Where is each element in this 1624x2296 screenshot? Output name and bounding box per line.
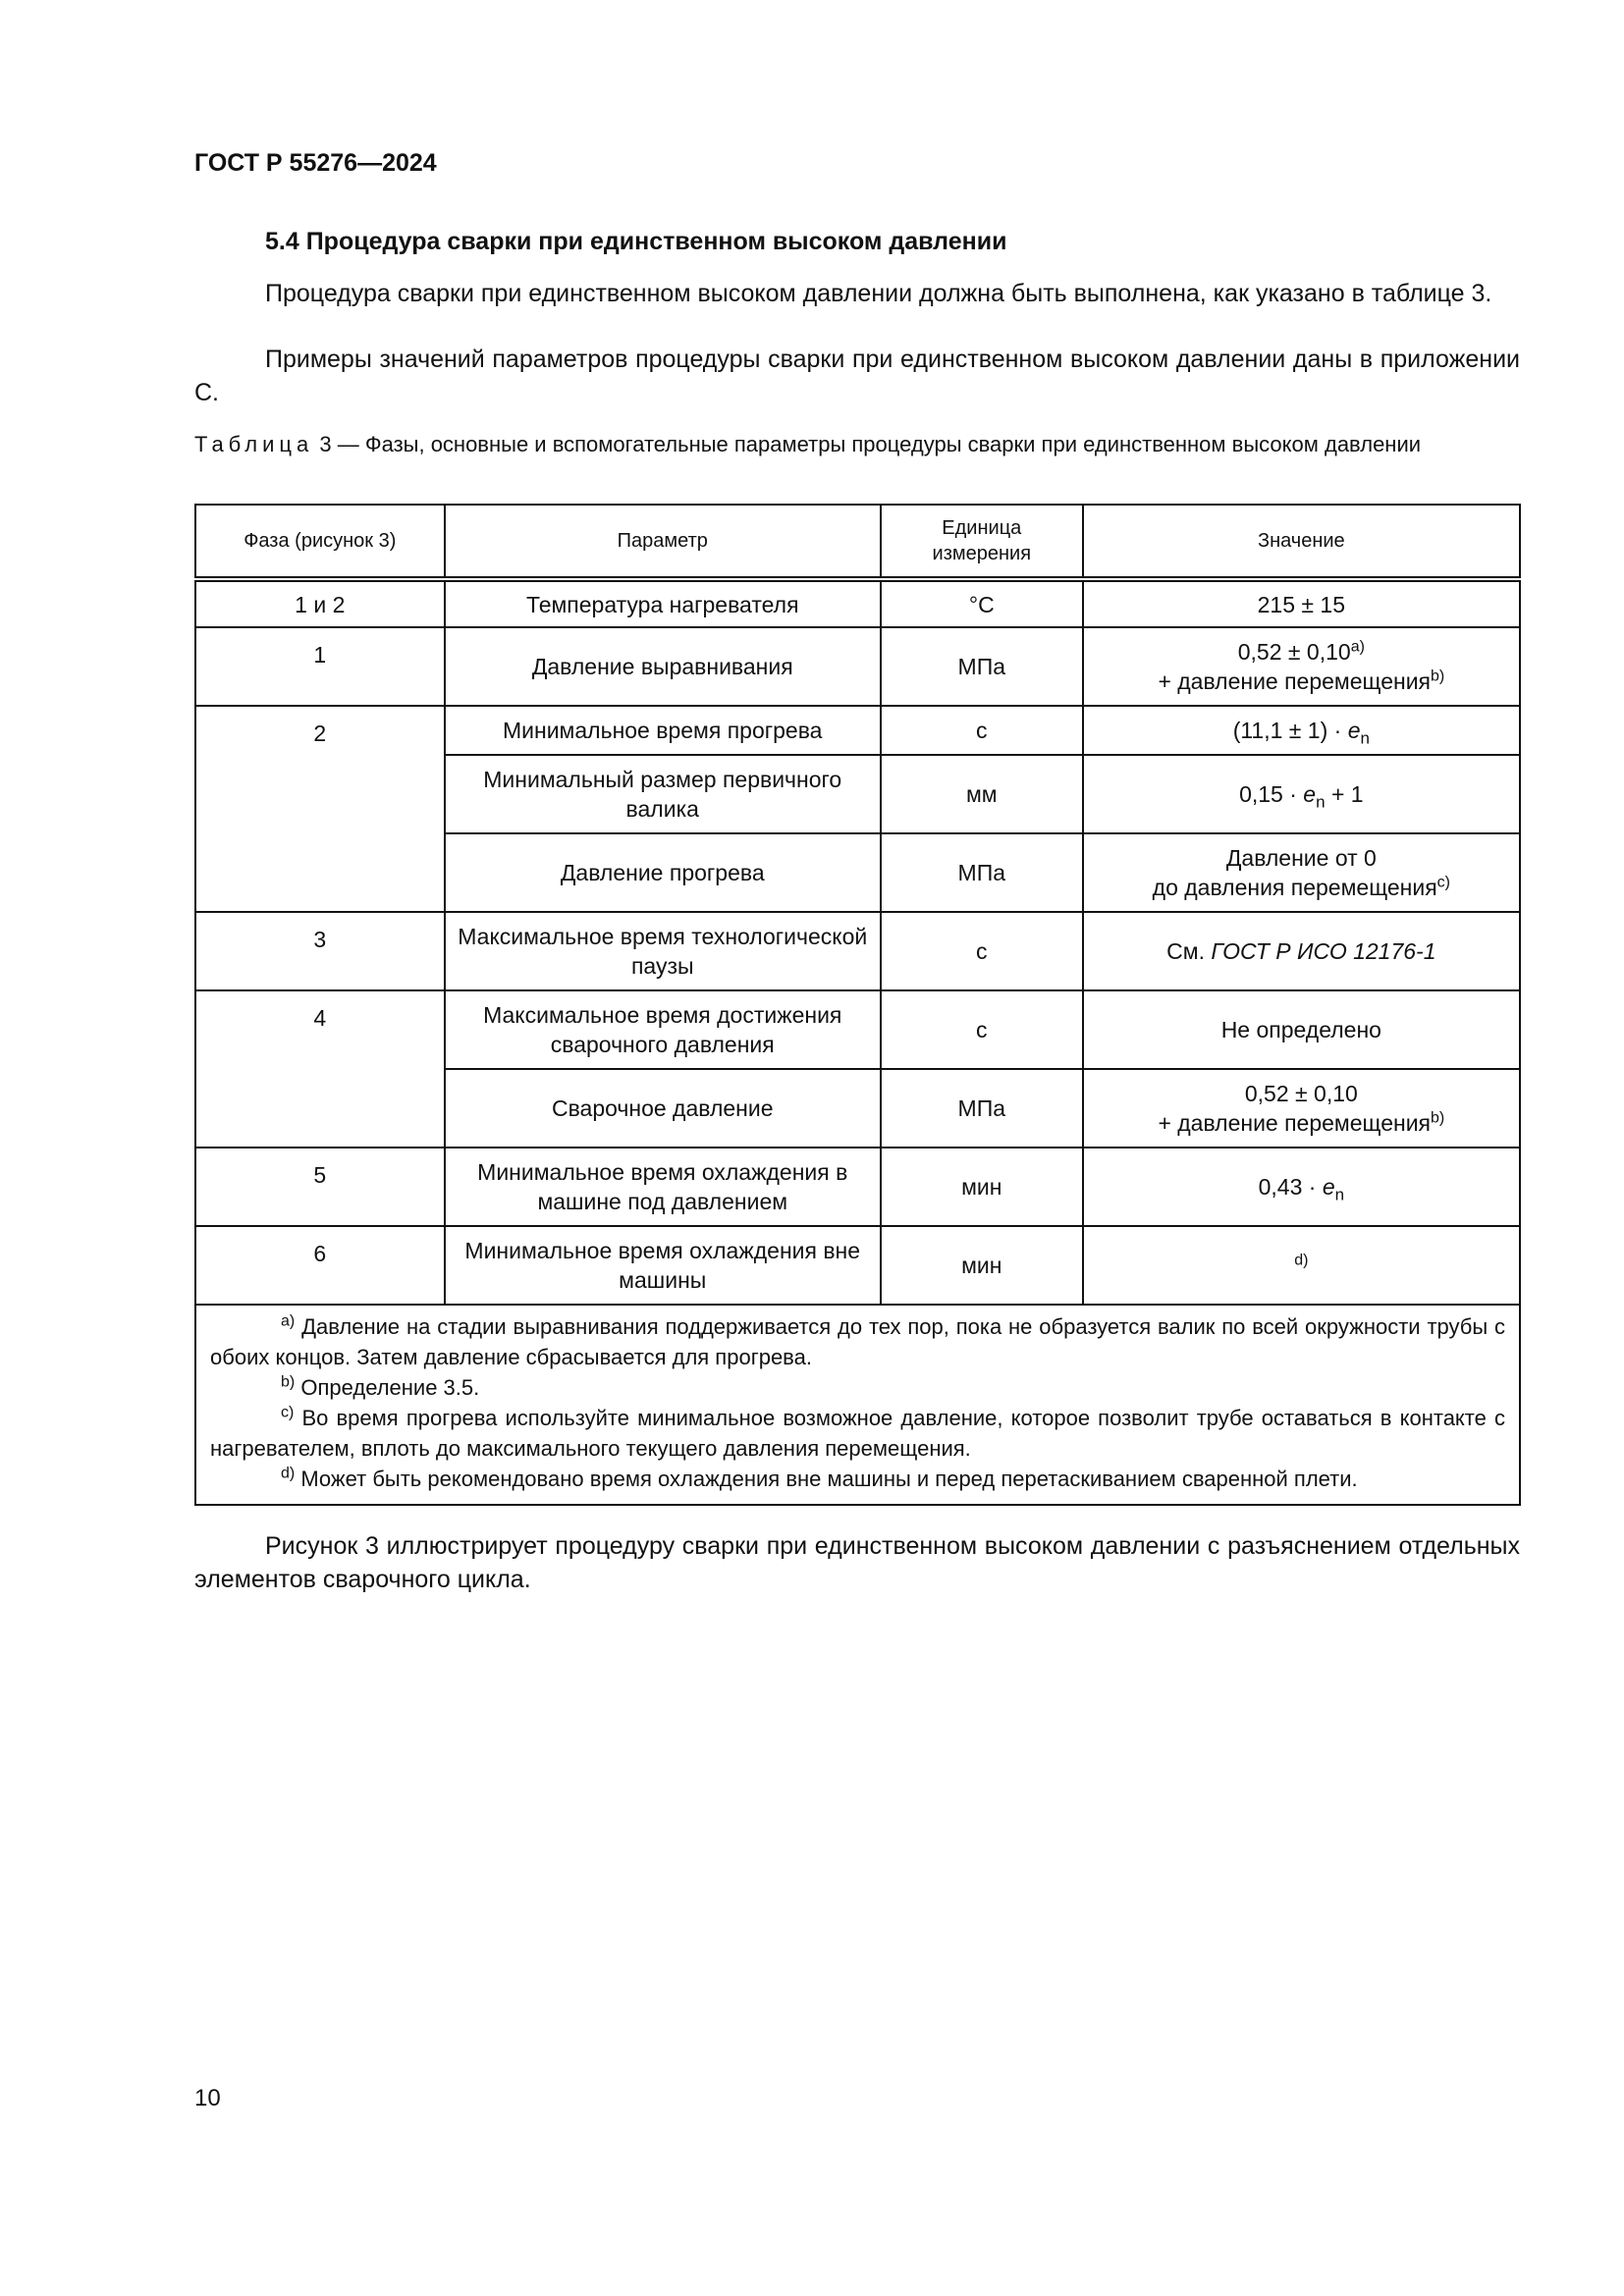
- phase-cell: 5: [194, 1147, 446, 1227]
- value-text: (11,1 ± 1) ·: [1232, 718, 1348, 743]
- footnote-mark: b): [281, 1373, 296, 1391]
- unit-cell: с: [879, 705, 1084, 756]
- unit-cell: МПа: [879, 1068, 1084, 1148]
- footnote-ref: b): [1431, 1109, 1445, 1127]
- table-row: 1 Давление выравнивания МПа 0,52 ± 0,10a…: [194, 626, 1522, 707]
- unit-cell: с: [879, 911, 1084, 991]
- value-text: См.: [1166, 938, 1212, 964]
- value-cell: d): [1081, 1225, 1522, 1306]
- footnote: c) Во время прогрева используйте минимал…: [210, 1403, 1505, 1464]
- subscript: n: [1334, 1185, 1345, 1204]
- table-caption-label: Таблица: [194, 432, 314, 456]
- value-text: Давление от 0: [1225, 845, 1377, 871]
- document-header: ГОСТ Р 55276—2024: [194, 149, 437, 177]
- param-cell: Минимальное время охлаждения в машине по…: [443, 1147, 882, 1227]
- value-text: + давление перемещения: [1158, 1110, 1431, 1136]
- table-row: Сварочное давление МПа 0,52 ± 0,10 + давл…: [195, 1068, 1522, 1148]
- param-cell: Максимальное время технологической паузы: [443, 911, 882, 991]
- param-cell: Максимальное время достижения сварочного…: [443, 989, 882, 1070]
- value-cell: 0,52 ± 0,10 + давление перемещенияb): [1081, 1068, 1522, 1148]
- footnote: b) Определение 3.5.: [210, 1372, 1505, 1403]
- variable: e: [1303, 781, 1317, 807]
- value-text: + давление перемещения: [1158, 668, 1431, 694]
- unit-cell: мин: [879, 1147, 1084, 1227]
- table-row: 3 Максимальное время технологической пау…: [194, 911, 1522, 991]
- header-value: Значение: [1081, 504, 1522, 580]
- table-header-row: Фаза (рисунок 3) Параметр Единица измере…: [194, 504, 1522, 580]
- footnote: d) Может быть рекомендовано время охлажд…: [210, 1464, 1505, 1494]
- phase-cell: 3: [194, 911, 446, 991]
- table-row: 1 и 2 Температура нагревателя °C 215 ± 1…: [194, 578, 1522, 628]
- value-text: + 1: [1325, 781, 1364, 807]
- subscript: n: [1360, 728, 1370, 748]
- unit-cell: мин: [879, 1225, 1084, 1306]
- unit-cell: МПа: [879, 626, 1084, 707]
- unit-cell: с: [879, 989, 1084, 1070]
- unit-cell: мм: [879, 754, 1084, 834]
- value-cell: 0,43 · en: [1081, 1147, 1522, 1227]
- header-phase: Фаза (рисунок 3): [194, 504, 446, 580]
- footnote-ref: d): [1294, 1252, 1309, 1269]
- footnote-mark: c): [281, 1404, 295, 1421]
- value-cell: Давление от 0 до давления перемещенияc): [1081, 832, 1522, 913]
- phase-cell: 6: [194, 1225, 446, 1306]
- closing-paragraph: Рисунок 3 иллюстрирует процедуру сварки …: [194, 1532, 1520, 1593]
- value-text: 0,15 ·: [1239, 781, 1304, 807]
- subscript: n: [1316, 792, 1326, 812]
- table-notes-row: a) Давление на стадии выравнивания подде…: [194, 1304, 1521, 1506]
- footnote-mark: a): [281, 1312, 296, 1330]
- param-cell: Давление выравнивания: [443, 626, 882, 707]
- value-text: 0,52 ± 0,10: [1237, 639, 1351, 665]
- value-cell: (11,1 ± 1) · en: [1081, 705, 1522, 756]
- unit-cell: °C: [879, 578, 1084, 628]
- footnote-ref: b): [1431, 667, 1445, 685]
- table-row: 4 Максимальное время достижения сварочно…: [194, 989, 1522, 1148]
- page-number: 10: [194, 2085, 221, 2111]
- table-row: 5 Минимальное время охлаждения в машине …: [194, 1147, 1522, 1227]
- table-row: 2 Минимальное время прогрева с (11,1 ± 1…: [194, 705, 1522, 913]
- variable: e: [1322, 1174, 1335, 1200]
- unit-cell: МПа: [879, 832, 1084, 913]
- table-notes: a) Давление на стадии выравнивания подде…: [194, 1304, 1521, 1506]
- param-cell: Минимальное время охлаждения вне машины: [443, 1225, 882, 1306]
- header-parameter: Параметр: [443, 504, 882, 580]
- value-cell: 0,52 ± 0,10a) + давление перемещенияb): [1081, 626, 1522, 707]
- footnote-ref: c): [1436, 874, 1450, 891]
- value-cell: 0,15 · en + 1: [1081, 754, 1522, 834]
- phase-cell: 2: [194, 705, 446, 913]
- value-text: 0,52 ± 0,10: [1244, 1081, 1358, 1106]
- value-text: до давления перемещения: [1152, 875, 1437, 900]
- footnote-mark: d): [281, 1465, 296, 1482]
- paragraph: Процедура сварки при единственном высоко…: [265, 280, 1492, 307]
- variable: e: [1347, 718, 1361, 743]
- value-cell: Не определено: [1081, 989, 1522, 1070]
- table-row: 6 Минимальное время охлаждения вне машин…: [194, 1225, 1522, 1306]
- footnote-text: Определение 3.5.: [295, 1375, 480, 1400]
- standard-reference: ГОСТ Р ИСО 12176-1: [1211, 938, 1436, 964]
- value-text: 0,43 ·: [1258, 1174, 1323, 1200]
- table-row: Минимальный размер первичного валика мм …: [195, 754, 1522, 834]
- table-caption: Таблица 3 — Фазы, основные и вспомогател…: [194, 430, 1520, 459]
- footnote-text: Во время прогрева используйте минимально…: [210, 1406, 1505, 1461]
- footnote-text: Может быть рекомендовано время охлаждени…: [295, 1467, 1358, 1491]
- paragraph: Примеры значений параметров процедуры св…: [194, 346, 1520, 406]
- header-unit: Единица измерения: [879, 504, 1084, 580]
- table-row: Давление прогрева МПа Давление от 0 до да…: [195, 832, 1522, 913]
- value-cell: 215 ± 15: [1081, 578, 1522, 628]
- footnote-ref: a): [1350, 638, 1365, 656]
- table-caption-text: 3 — Фазы, основные и вспомогательные пар…: [319, 432, 1422, 456]
- footnote: a) Давление на стадии выравнивания подде…: [210, 1311, 1505, 1372]
- param-cell: Минимальный размер первичного валика: [443, 754, 882, 834]
- param-cell: Минимальное время прогрева: [443, 705, 882, 756]
- parameters-table: Фаза (рисунок 3) Параметр Единица измере…: [194, 504, 1522, 1506]
- value-cell: См. ГОСТ Р ИСО 12176-1: [1081, 911, 1522, 991]
- param-cell: Давление прогрева: [443, 832, 882, 913]
- phase-cell: 4: [194, 989, 446, 1148]
- phase-cell: 1 и 2: [194, 578, 446, 628]
- section-title: 5.4 Процедура сварки при единственном вы…: [265, 228, 1007, 255]
- phase-cell: 1: [194, 626, 446, 707]
- footnote-text: Давление на стадии выравнивания поддержи…: [210, 1314, 1505, 1369]
- param-cell: Сварочное давление: [443, 1068, 882, 1148]
- param-cell: Температура нагревателя: [443, 578, 882, 628]
